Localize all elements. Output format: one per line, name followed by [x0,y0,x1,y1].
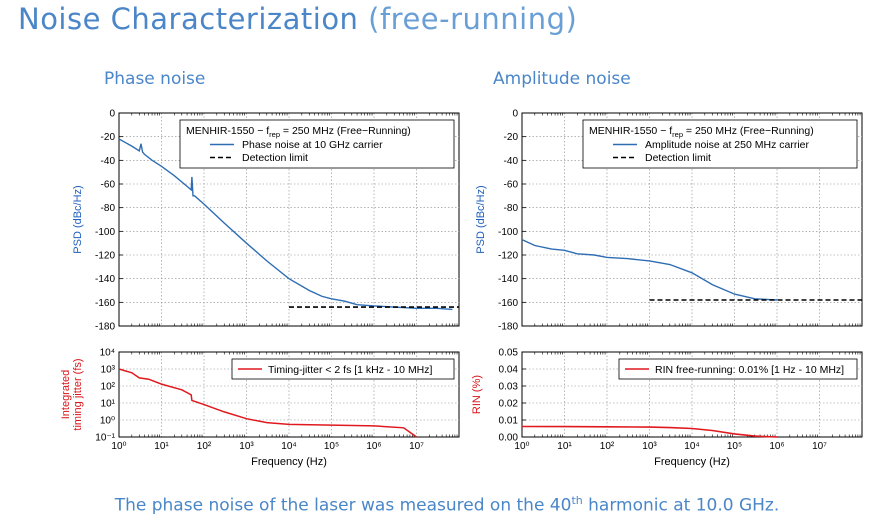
phase-psd-legend-title: MENHIR-1550 − frep = 250 MHz (Free−Runni… [186,125,411,139]
phase-jitter-ytick-label: 10⁴ [100,348,115,359]
amp-rin-xlabel: Frequency (Hz) [654,456,730,468]
phase-psd-ytick-label: -160 [95,298,115,309]
phase-noise-heading: Phase noise [104,69,206,89]
phase-psd-ylabel: PSD (dBc/Hz) [72,185,84,253]
phase-psd-ytick-label: -180 [95,322,115,333]
amp-psd-ylabel: PSD (dBc/Hz) [475,185,487,253]
amp-rin-xtick-label: 10⁵ [727,441,742,452]
title-suffix: (free-running) [368,2,578,36]
phase-jitter-ylabel-line2: timing jitter (fs) [72,358,84,430]
amp-rin-xtick-label: 10² [600,441,615,452]
phase-jitter-xlabel: Frequency (Hz) [251,456,327,468]
phase-jitter-ytick-label: 10² [101,382,116,393]
amp-psd-ytick-label: -140 [498,274,518,285]
amp-rin-frame [521,351,863,438]
amp-rin-ytick-label: 0.05 [499,348,519,359]
phase-jitter-legend-label: Timing-jitter < 2 fs [1 kHz - 10 MHz] [268,364,433,376]
amp-rin-xtick-label: 10⁶ [769,441,784,452]
amp-psd-ytick-label: -180 [498,322,518,333]
amp-psd-ytick-label: -40 [504,156,519,167]
phase-jitter-ytick-label: 10⁰ [100,416,115,427]
phase-psd-ytick-label: -40 [101,156,116,167]
amplitude-noise-heading: Amplitude noise [493,69,631,89]
amp-psd-legend-label: Detection limit [645,152,711,164]
amp-psd-ytick-label: 0 [512,109,518,120]
phase-jitter-frame [118,351,460,438]
phase-psd-ytick-label: -60 [101,180,116,191]
amp-rin-series-line [521,425,778,438]
amp-psd-legend-title-sub: rep [672,130,683,139]
phase-jitter-xtick-label: 10⁷ [409,441,424,452]
amp-rin-ytick-label: 0.04 [499,365,519,376]
phase-jitter-xtick-label: 10⁶ [366,441,381,452]
phase-psd-frame [118,112,460,327]
phase-jitter-ylabel-line1: Integrated [60,370,72,420]
phase-psd-legend-title-sub: rep [269,130,280,139]
phase-jitter-xtick-label: 10⁵ [324,441,339,452]
phase-jitter-ytick-label: 10³ [101,365,116,376]
amp-psd-ytick-label: -160 [498,298,518,309]
amp-psd-ytick-label: -80 [504,203,519,214]
amp-psd-ytick-label: -120 [498,251,518,262]
phase-jitter-ytick-label: 10⁻¹ [95,433,115,444]
amp-rin-ytick-label: 0.03 [499,382,519,393]
phase-jitter-ytick-label: 10¹ [101,399,116,410]
phase-psd-ytick-label: 0 [109,109,115,120]
title-main: Noise Characterization [18,2,359,36]
phase-jitter-legend-box [231,358,455,380]
phase-jitter-xtick-label: 10¹ [154,441,169,452]
phase-jitter-series-line [118,368,417,438]
amp-psd-legend-title-rest: = 250 MHz (Free−Running) [683,125,814,137]
caption-text-end: harmonic at 10.0 GHz. [582,495,780,516]
amp-rin-ytick-label: 0.01 [499,416,519,427]
phase-psd-ytick-label: -20 [101,132,116,143]
phase-psd-legend-label: Phase noise at 10 GHz carrier [242,139,383,151]
caption-sup: th [571,494,583,507]
phase-psd-series-line [118,138,453,311]
page-title: Noise Characterization (free-running) [18,2,577,36]
caption: The phase noise of the laser was measure… [0,494,894,516]
phase-psd-ytick-label: -140 [95,274,115,285]
phase-psd-ytick-label: -100 [95,227,115,238]
amp-rin-xtick-label: 10⁴ [684,441,699,452]
phase-jitter-xtick-label: 10⁴ [281,441,296,452]
phase-psd-legend-title-rest: = 250 MHz (Free−Running) [280,125,411,137]
phase-jitter-xtick-label: 10² [197,441,212,452]
amp-psd-ytick-label: -100 [498,227,518,238]
amp-psd-series-line [521,238,778,301]
amp-rin-ytick-label: 0.00 [499,433,519,444]
amp-psd-ytick-label: -20 [504,132,519,143]
amp-psd-ytick-label: -60 [504,180,519,191]
amp-psd-frame [521,112,863,327]
phase-psd-ytick-label: -80 [101,203,116,214]
amp-rin-xtick-label: 10⁰ [514,441,529,452]
amp-rin-legend-label: RIN free-running: 0.01% [1 Hz - 10 MHz] [655,364,844,376]
amp-rin-xtick-label: 10⁷ [812,441,827,452]
amp-rin-legend-box [618,358,858,380]
amp-psd-legend-label: Amplitude noise at 250 MHz carrier [645,139,809,151]
amp-rin-xtick-label: 10³ [642,441,657,452]
caption-text: The phase noise of the laser was measure… [114,495,572,516]
phase-jitter-xtick-label: 10³ [239,441,254,452]
phase-jitter-xtick-label: 10⁰ [111,441,126,452]
amp-rin-ytick-label: 0.02 [499,399,519,410]
amp-psd-legend-title: MENHIR-1550 − frep = 250 MHz (Free−Runni… [589,125,814,139]
phase-psd-legend-label: Detection limit [242,152,308,164]
amp-rin-ylabel: RIN (%) [471,375,483,414]
phase-psd-ytick-label: -120 [95,251,115,262]
amp-rin-xtick-label: 10¹ [557,441,572,452]
